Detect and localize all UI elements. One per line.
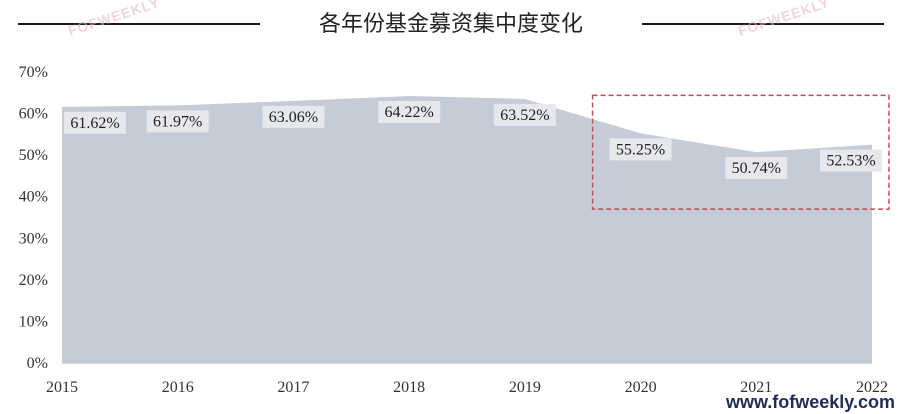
data-label: 55.25% — [616, 141, 665, 158]
data-label-box — [820, 149, 882, 172]
data-label-box — [493, 103, 556, 126]
data-label: 61.62% — [70, 115, 119, 132]
x-tick-label: 2020 — [625, 379, 657, 396]
data-label-box — [64, 111, 126, 134]
x-tick-label: 2022 — [856, 379, 888, 396]
x-tick-label: 2021 — [740, 379, 772, 396]
data-label: 64.22% — [384, 104, 433, 121]
data-label-box — [146, 110, 209, 133]
data-label-box — [262, 105, 325, 128]
highlight-box — [591, 94, 890, 210]
data-label: 61.97% — [153, 113, 202, 130]
data-label-box — [378, 101, 441, 124]
y-tick-label: 0% — [27, 355, 48, 372]
x-tick-label: 2018 — [393, 379, 425, 396]
site-url[interactable]: www.fofweekly.com — [725, 392, 895, 412]
data-label: 63.52% — [500, 107, 549, 124]
y-tick-label: 10% — [19, 313, 48, 330]
y-tick-label: 70% — [19, 64, 48, 81]
watermark: FOFWEEKLY — [736, 0, 832, 39]
plot-area: 0% 10% 20% 30% 40% 50% 60% 70% 2015 2016 2017 2018 2… — [19, 64, 890, 396]
data-label-box — [725, 157, 788, 180]
data-label: 52.53% — [826, 153, 875, 170]
y-tick-label: 30% — [19, 230, 48, 247]
y-tick-label: 40% — [19, 189, 48, 206]
data-label: 50.74% — [732, 160, 781, 177]
y-tick-label: 60% — [19, 106, 48, 123]
x-tick-label: 2016 — [162, 379, 194, 396]
x-tick-label: 2017 — [277, 379, 309, 396]
data-label: 63.06% — [269, 109, 318, 126]
y-tick-label: 20% — [19, 272, 48, 289]
watermark: FOFWEEKLY — [66, 0, 162, 39]
x-tick-label: 2019 — [509, 379, 541, 396]
y-tick-label: 50% — [19, 147, 48, 164]
x-tick-label: 2015 — [46, 379, 78, 396]
data-label-box — [609, 138, 672, 161]
chart-title: 各年份基金募资集中度变化 — [319, 12, 583, 37]
series-area — [62, 96, 872, 363]
